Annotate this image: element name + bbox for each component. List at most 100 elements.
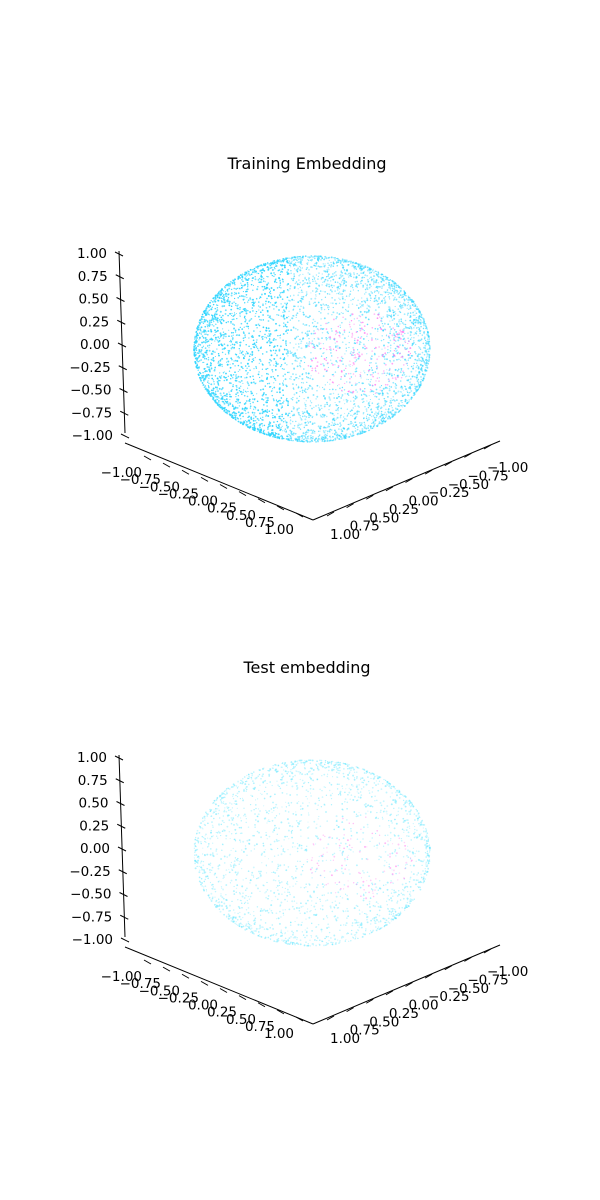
scatter-point: [273, 272, 275, 274]
scatter-point: [352, 365, 354, 367]
scatter-point: [417, 308, 420, 311]
scatter-point: [317, 338, 319, 340]
scatter-point: [404, 323, 407, 326]
scatter-point: [285, 421, 288, 424]
scatter-point: [285, 413, 287, 416]
scatter-point: [327, 362, 329, 364]
scatter-point: [420, 315, 423, 318]
scatter-point: [269, 290, 271, 292]
scatter-point: [301, 389, 304, 392]
y-tick-mark: [405, 478, 413, 483]
scatter-point: [415, 332, 418, 335]
scatter-point: [363, 300, 366, 303]
scatter-point: [393, 292, 396, 295]
scatter-point: [312, 429, 315, 431]
scatter-point: [249, 422, 251, 424]
scatter-point: [420, 364, 422, 367]
scatter-point: [345, 435, 347, 437]
scatter-point: [245, 376, 248, 379]
scatter-point: [325, 276, 328, 278]
scatter-point: [300, 386, 303, 389]
scatter-point: [371, 427, 374, 429]
scatter-point: [266, 377, 269, 379]
scatter-point: [370, 276, 372, 278]
scatter-point: [318, 342, 320, 344]
scatter-point: [354, 370, 357, 373]
scatter-point: [310, 255, 313, 257]
scatter-point: [210, 353, 213, 355]
scatter-point: [286, 364, 288, 366]
scatter-point: [397, 286, 400, 288]
scatter-point: [409, 347, 412, 350]
scatter-point: [300, 340, 303, 343]
scatter-point: [246, 395, 249, 398]
scatter-point: [269, 267, 272, 269]
scatter-point: [336, 345, 339, 347]
scatter-point: [334, 299, 336, 301]
scatter-point: [226, 410, 228, 412]
scatter-point: [415, 312, 418, 315]
scatter-point: [352, 298, 354, 301]
scatter-point: [384, 416, 387, 418]
scatter-point: [235, 419, 237, 421]
scatter-point: [270, 359, 273, 362]
scatter-point: [198, 332, 201, 334]
scatter-point: [355, 424, 358, 427]
scatter-point: [194, 336, 196, 338]
scatter-point: [298, 320, 300, 322]
scatter-point: [370, 362, 372, 364]
scatter-point: [400, 318, 403, 321]
x-tick-mark: [295, 512, 304, 518]
scatter-point: [327, 366, 329, 369]
scatter-point: [305, 436, 307, 438]
scatter-point: [197, 326, 199, 328]
scatter-point: [364, 302, 367, 304]
scatter-point: [297, 294, 300, 297]
scatter-point: [297, 335, 299, 338]
scatter-point: [333, 766, 336, 768]
scatter-point: [267, 263, 269, 265]
scatter-point: [313, 338, 315, 340]
x-tick-label: −0.50: [139, 479, 180, 495]
scatter-point: [270, 266, 273, 269]
scatter-point: [219, 363, 222, 366]
scatter-point: [315, 437, 318, 440]
scatter-point: [355, 262, 358, 265]
scatter-point: [203, 368, 206, 370]
scatter-point: [341, 430, 344, 433]
scatter-point: [277, 363, 279, 365]
scatter-point: [301, 298, 304, 300]
scatter-point: [294, 282, 297, 285]
scatter-point: [307, 429, 310, 432]
scatter-point: [208, 392, 210, 395]
scatter-point: [330, 256, 333, 259]
scatter-point: [339, 929, 341, 931]
scatter-point: [328, 293, 331, 295]
scatter-point: [418, 311, 420, 313]
scatter-point: [331, 297, 333, 299]
scatter-point: [429, 349, 431, 351]
scatter-point: [245, 391, 247, 393]
scatter-point: [420, 382, 423, 385]
scatter-point: [366, 400, 368, 402]
scatter-point: [272, 398, 275, 400]
scatter-point: [352, 767, 354, 769]
scatter-point: [208, 347, 210, 349]
scatter-point: [348, 263, 350, 266]
scatter-point: [310, 256, 312, 258]
scatter-point: [224, 411, 227, 414]
scatter-point: [391, 334, 394, 337]
scatter-point: [210, 367, 213, 369]
scatter-point: [194, 354, 197, 357]
scatter-point: [375, 414, 378, 417]
scatter-point: [397, 346, 400, 349]
scatter-point: [252, 277, 255, 279]
scatter-point: [220, 333, 222, 336]
scatter-point: [412, 367, 415, 370]
scatter-point: [256, 393, 258, 395]
scatter-point: [213, 360, 215, 362]
scatter-point: [228, 393, 231, 395]
scatter-point: [338, 313, 341, 316]
scatter-point: [197, 345, 199, 347]
scatter-point: [263, 392, 265, 394]
